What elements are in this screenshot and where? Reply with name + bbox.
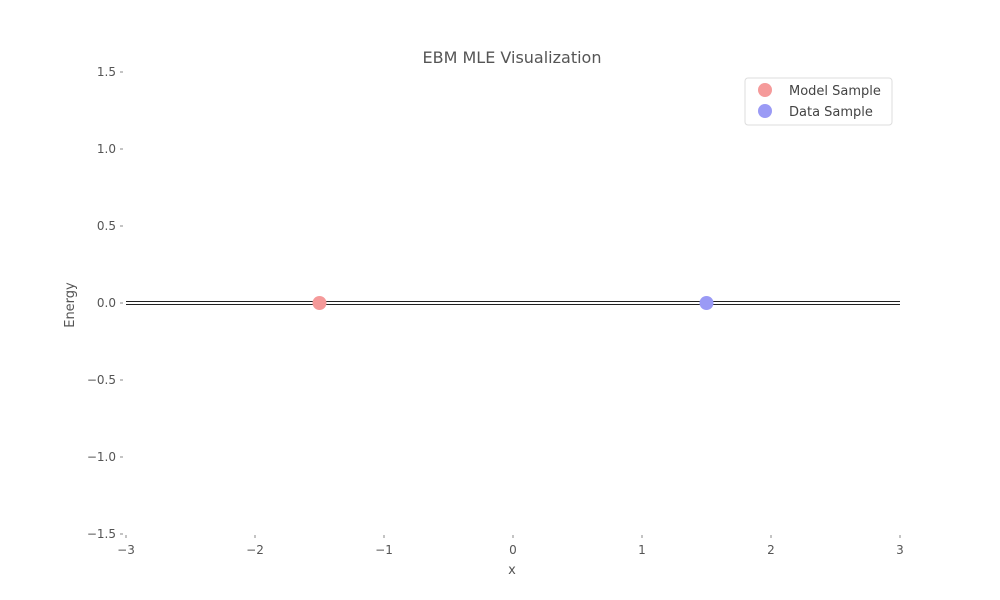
x-tick-label: −3	[117, 543, 135, 557]
y-tick-label: 1.0	[97, 142, 116, 156]
y-tick-label: −1.0	[87, 450, 116, 464]
x-tick-label: 1	[638, 543, 646, 557]
legend-box	[744, 77, 893, 126]
plot-area	[126, 296, 900, 310]
legend-label-data-sample: Data Sample	[789, 105, 873, 120]
y-tick-label: 0.0	[97, 296, 116, 310]
chart-title: EBM MLE Visualization	[423, 48, 602, 67]
y-tick-label: −1.5	[87, 527, 116, 541]
model-sample-point	[312, 296, 327, 310]
y-axis-label: Energy	[63, 282, 78, 328]
legend-label-model-sample: Model Sample	[789, 84, 881, 99]
x-tick-label: 0	[509, 543, 517, 557]
x-axis-ticks: −3 −2 −1 0 1 2 3	[117, 535, 904, 557]
legend-marker-model-sample	[758, 83, 772, 97]
legend-items: Model Sample Data Sample	[758, 83, 881, 120]
x-tick-label: 3	[896, 543, 904, 557]
y-axis-ticks: 1.5 1.0 0.5 0.0 −0.5 −1.0 −1.5	[87, 65, 123, 541]
x-axis-label: x	[508, 563, 516, 578]
legend-marker-data-sample	[758, 104, 772, 118]
y-tick-label: 1.5	[97, 65, 116, 79]
data-sample-point	[699, 296, 714, 310]
y-tick-label: −0.5	[87, 373, 116, 387]
x-tick-label: −1	[375, 543, 393, 557]
y-tick-label: 0.5	[97, 219, 116, 233]
x-tick-label: 2	[767, 543, 775, 557]
x-tick-label: −2	[246, 543, 264, 557]
legend: Model Sample Data Sample	[744, 77, 893, 126]
